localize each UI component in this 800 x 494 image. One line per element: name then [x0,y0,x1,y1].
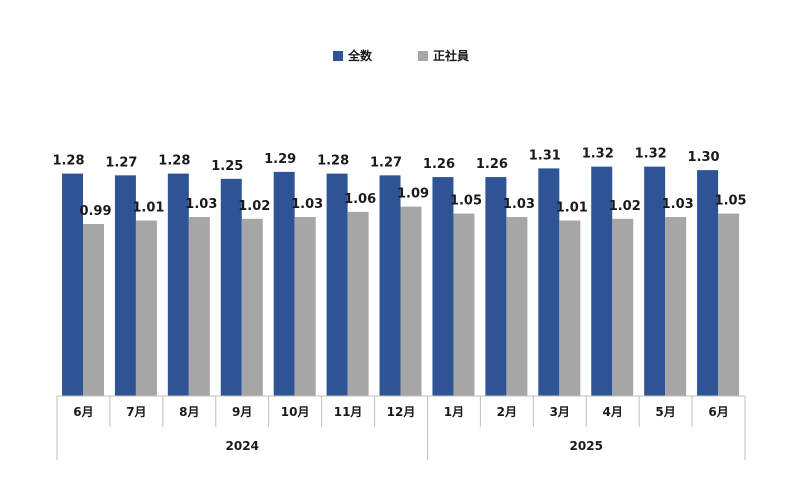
group-label-0: 2024 [226,439,259,453]
legend-swatch-1 [418,51,428,61]
data-label-0-11: 1.32 [635,147,667,162]
bar-1-1 [135,220,157,396]
bar-0-2 [167,173,189,396]
legend-swatch-0 [333,51,343,61]
legend-label-1: 正社員 [433,48,469,63]
bar-0-3 [220,178,242,396]
data-label-1-9: 1.01 [556,201,588,216]
bar-0-1 [114,175,136,396]
data-label-1-10: 1.02 [609,199,641,214]
x-tick-label-1: 7月 [126,405,146,419]
bar-0-11 [644,166,666,396]
bar-1-10 [612,218,634,396]
data-label-0-12: 1.30 [688,150,720,165]
x-tick-label-11: 5月 [655,405,675,419]
bar-0-6 [379,175,401,396]
data-label-0-3: 1.25 [211,159,243,174]
chart-bars [62,166,740,396]
data-label-1-2: 1.03 [185,197,217,212]
data-label-1-1: 1.01 [132,201,164,216]
bar-1-0 [83,223,104,396]
bar-0-5 [326,173,348,396]
bar-1-2 [188,217,210,396]
data-label-0-0: 1.28 [52,154,84,169]
x-tick-label-4: 10月 [281,405,310,419]
bar-0-12 [697,170,719,396]
data-label-1-4: 1.03 [291,197,323,212]
x-tick-label-7: 1月 [444,405,464,419]
data-label-0-9: 1.31 [529,148,561,163]
bar-1-5 [347,211,369,396]
x-tick-label-8: 2月 [497,405,517,419]
data-label-0-6: 1.27 [370,155,402,170]
bar-1-12 [718,213,740,396]
bar-0-10 [591,166,613,396]
data-label-1-8: 1.03 [503,197,535,212]
x-axis: 6月 7月 8月 9月 10月 11月 12月 1月 2月 3月 4月 5月 6月 2024 2025 [56,395,746,460]
bar-1-9 [559,220,581,396]
bar-0-4 [273,171,295,396]
data-label-0-1: 1.27 [105,155,137,170]
data-label-1-11: 1.03 [662,197,694,212]
data-label-1-5: 1.06 [344,192,376,207]
data-label-1-0: 0.99 [79,204,111,219]
bar-1-7 [453,213,475,396]
bar-1-6 [400,206,422,396]
x-tick-label-2: 8月 [179,405,199,419]
x-tick-label-12: 6月 [708,405,728,419]
data-label-0-2: 1.28 [158,154,190,169]
bar-1-11 [665,217,687,396]
bar-0-0 [62,173,83,396]
bar-0-8 [485,177,507,396]
group-label-1: 2025 [570,439,603,453]
x-tick-label-0: 6月 [73,405,93,419]
x-tick-label-10: 4月 [603,405,623,419]
x-tick-label-9: 3月 [550,405,570,419]
data-label-0-7: 1.26 [423,157,455,172]
data-label-0-8: 1.26 [476,157,508,172]
bar-1-4 [294,217,316,396]
x-tick-label-6: 12月 [387,405,416,419]
legend-label-0: 全数 [347,48,373,63]
bar-1-8 [506,217,528,396]
bar-0-7 [432,177,454,396]
data-label-0-4: 1.29 [264,152,296,167]
data-label-1-6: 1.09 [397,187,429,202]
chart-legend: 全数 正社員 [333,48,469,63]
data-label-1-7: 1.05 [450,194,482,209]
bar-1-3 [241,218,263,396]
x-tick-label-5: 11月 [334,405,363,419]
x-tick-label-3: 9月 [232,405,252,419]
data-label-1-12: 1.05 [715,194,747,209]
data-label-0-10: 1.32 [582,147,614,162]
data-label-1-3: 1.02 [238,199,270,214]
data-labels: 1.28 0.99 1.27 1.01 1.28 1.03 1.25 1.02 1.29 1.03… [52,147,746,219]
data-label-0-5: 1.28 [317,154,349,169]
bar-0-9 [538,168,560,396]
